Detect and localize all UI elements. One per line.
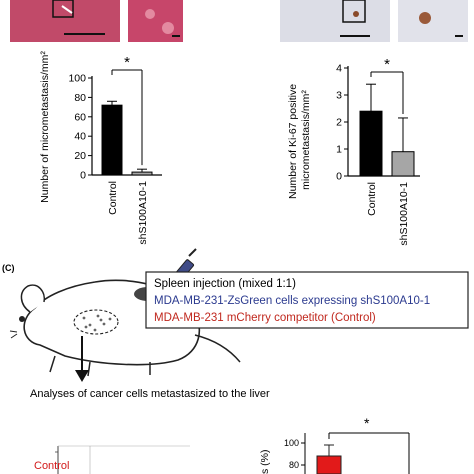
ki67-bar-chart: 0 1 2 3 4 Control shS100A10-1 *: [336, 56, 420, 246]
chart2-ylabel: Number of Ki-67 positive micrometastasis…: [287, 81, 312, 199]
chart1-ytick-label: 60: [74, 111, 86, 123]
chart2-ylabel-line1: Number of Ki-67 positive: [287, 84, 299, 199]
mcherry-line: MDA-MB-231 mCherry competitor (Control): [154, 312, 376, 324]
partial-axis-label: s (%): [259, 450, 271, 474]
injection-legend-box: Spleen injection (mixed 1:1) MDA-MB-231-…: [145, 271, 469, 329]
chart2-ytick-label: 0: [336, 171, 342, 183]
chart2-ytick-label: 2: [336, 117, 342, 129]
chart1-category-label-0: Control: [107, 181, 119, 215]
flow-control-label: Control: [34, 460, 69, 472]
he-micrograph: [10, 0, 183, 42]
chart1-ytick-label: 80: [74, 92, 86, 104]
chart2-bar-0: [359, 110, 383, 177]
chart2-ytick-label: 3: [336, 90, 342, 102]
arrow-head-icon: [75, 370, 89, 382]
chart2-ytick-label: 1: [336, 144, 342, 156]
partial-tick-80: 80: [289, 460, 299, 470]
competition-chart-partial: s (%) 100 80 *: [259, 415, 410, 474]
chart1-ytick-label: 40: [74, 131, 86, 143]
chart2-category-label-1: shS100A10-1: [398, 182, 410, 246]
injection-title: Spleen injection (mixed 1:1): [154, 278, 296, 290]
chart1-bar-0: [101, 104, 123, 176]
zsgreen-line: MDA-MB-231-ZsGreen cells expressing shS1…: [154, 295, 430, 307]
panel-c-label: (C): [2, 263, 15, 273]
chart2-bar-1: [391, 151, 415, 177]
chart1-ytick-label: 20: [74, 150, 86, 162]
chart1-significance: *: [124, 54, 130, 71]
chart2-ylabel-line2: micrometastasis/mm²: [300, 90, 312, 190]
chart2-ytick-label: 4: [336, 63, 342, 75]
flow-plot-partial: Control: [34, 445, 190, 474]
chart1-ylabel: Number of micrometastasis/mm²: [39, 51, 51, 203]
chart1-bar-1: [131, 171, 153, 176]
ki67-micrograph: [280, 0, 468, 42]
liver-region: [73, 309, 119, 335]
partial-significance: *: [364, 415, 370, 431]
chart1-ytick-label: 0: [80, 170, 86, 182]
competition-bar: [316, 455, 342, 474]
chart1-ytick-label: 100: [68, 73, 86, 85]
analysis-caption: Analyses of cancer cells metastasized to…: [30, 388, 270, 400]
micrometastasis-bar-chart: 0 20 40 60 80 100 Control shS100A10-1 *: [68, 54, 162, 245]
chart1-category-label-1: shS100A10-1: [137, 181, 149, 245]
chart2-significance: *: [384, 56, 390, 73]
partial-tick-100: 100: [284, 438, 299, 448]
chart2-category-label-0: Control: [366, 182, 378, 216]
